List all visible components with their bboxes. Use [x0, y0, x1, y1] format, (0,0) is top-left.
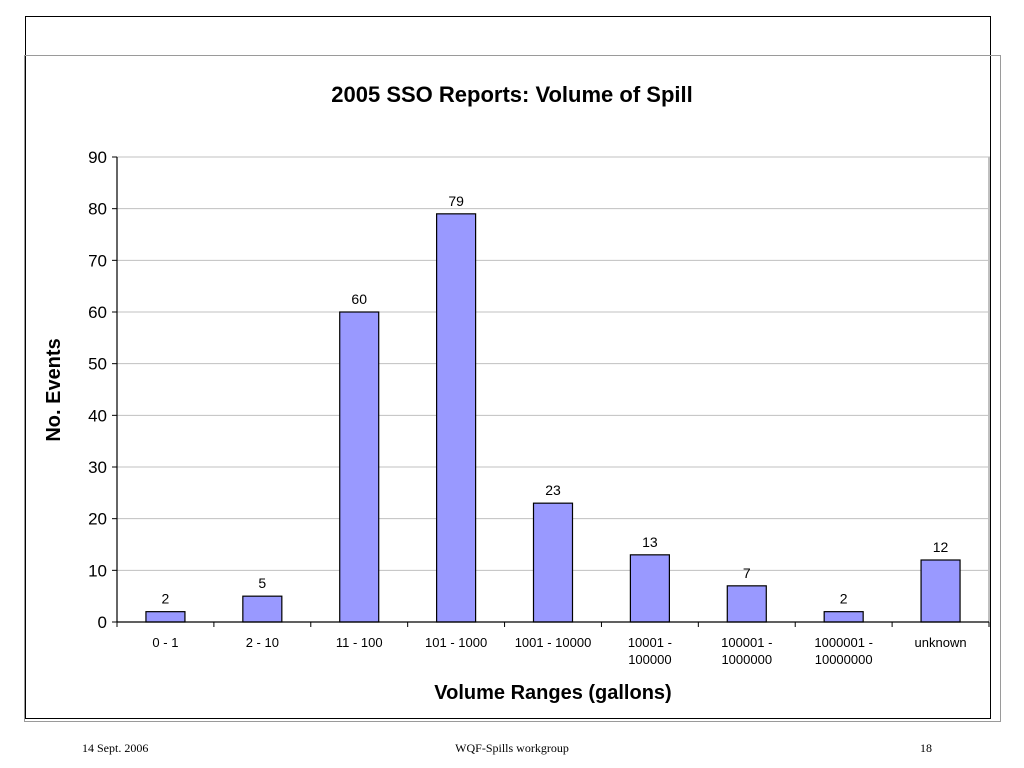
x-tick-label: 1000000: [721, 652, 772, 667]
bar: [920, 559, 961, 623]
chart-area-border: [24, 55, 1001, 722]
data-label: 60: [351, 291, 367, 307]
chart-title: 2005 SSO Reports: Volume of Spill: [331, 82, 692, 107]
data-label: 5: [258, 575, 266, 591]
bar: [145, 611, 186, 623]
bar: [629, 554, 670, 623]
data-label: 12: [933, 539, 949, 555]
x-tick-label: 10001 -: [628, 635, 672, 650]
bar: [726, 585, 767, 623]
x-tick-label: 0 - 1: [152, 635, 178, 650]
bar: [339, 311, 380, 623]
x-tick-label: 11 - 100: [336, 635, 383, 650]
x-tick-label: unknown: [915, 635, 967, 650]
x-tick-label: 10000000: [815, 652, 873, 667]
y-tick-label: 80: [88, 200, 107, 219]
x-tick-label: 100001 -: [721, 635, 772, 650]
x-tick-label: 100000: [628, 652, 671, 667]
data-label: 13: [642, 534, 658, 550]
footer-title: WQF-Spills workgroup: [455, 741, 569, 755]
x-tick-label: 101 - 1000: [425, 635, 487, 650]
y-tick-label: 0: [98, 613, 107, 632]
x-tick-label: 1000001 -: [814, 635, 873, 650]
data-label: 2: [162, 591, 170, 607]
bar: [436, 213, 477, 623]
bar: [532, 502, 574, 623]
footer-page-number: 18: [920, 741, 932, 755]
y-tick-label: 30: [88, 458, 107, 477]
data-label: 23: [545, 482, 561, 498]
y-tick-label: 50: [88, 355, 107, 374]
y-tick-label: 10: [88, 561, 107, 580]
bar: [242, 595, 283, 623]
y-tick-label: 40: [88, 406, 107, 425]
footer-date: 14 Sept. 2006: [82, 741, 149, 755]
slide-border: [25, 16, 991, 719]
x-tick-label: 2 - 10: [246, 635, 279, 650]
y-axis-title: No. Events: [43, 338, 65, 441]
x-axis-title: Volume Ranges (gallons): [434, 682, 671, 704]
bar: [823, 611, 864, 623]
y-tick-label: 60: [88, 303, 107, 322]
x-tick-label: 1001 - 10000: [515, 635, 592, 650]
y-tick-label: 90: [88, 148, 107, 167]
y-tick-label: 70: [88, 251, 107, 270]
y-tick-label: 20: [88, 510, 107, 529]
data-label: 7: [743, 565, 751, 581]
data-label: 79: [448, 193, 464, 209]
data-label: 2: [840, 591, 848, 607]
